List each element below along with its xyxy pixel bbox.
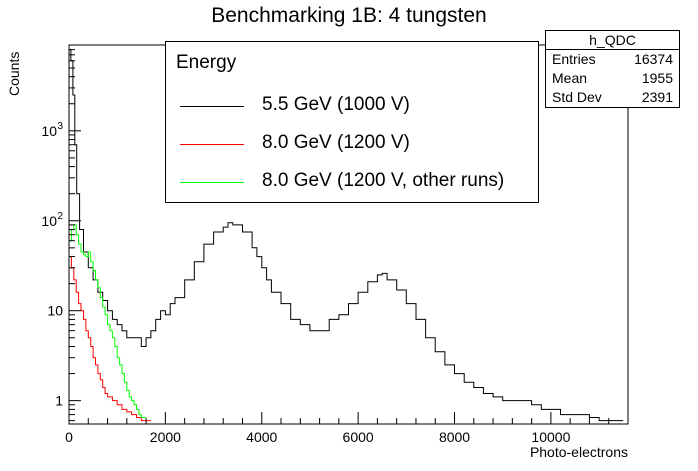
x-tick-label: 8000 (439, 429, 470, 445)
legend-swatch (180, 106, 244, 107)
stats-row: Std Dev 2391 (546, 88, 679, 107)
series-line (69, 256, 151, 422)
stats-label: Entries (552, 51, 596, 67)
legend-label: 8.0 GeV (1200 V, other runs) (262, 170, 505, 191)
stats-name: h_QDC (546, 31, 679, 50)
series-line (69, 224, 147, 418)
legend-header: Energy (176, 52, 237, 73)
series-line (69, 49, 624, 422)
legend-swatch (180, 182, 244, 183)
x-axis-label: Photo-electrons (529, 444, 628, 460)
x-tick-label: 2000 (150, 429, 181, 445)
x-tick-label: 4000 (246, 429, 277, 445)
legend-label: 8.0 GeV (1200 V) (262, 132, 410, 153)
x-tick-label: 6000 (343, 429, 374, 445)
y-tick-label: 1 (55, 393, 63, 409)
legend-swatch (180, 144, 244, 145)
stats-value: 16374 (634, 51, 673, 67)
stats-value: 1955 (641, 70, 673, 86)
stats-label: Mean (552, 70, 588, 86)
x-tick-label: 0 (65, 429, 73, 445)
y-tick-label: 10 (41, 213, 57, 229)
legend-entry: 8.0 GeV (1200 V) (180, 132, 530, 158)
chart-title: Benchmarking 1B: 4 tungsten (211, 4, 487, 27)
legend: Energy 5.5 GeV (1000 V) 8.0 GeV (1200 V)… (165, 41, 539, 203)
stats-value: 2391 (641, 89, 673, 105)
legend-label: 5.5 GeV (1000 V) (262, 94, 410, 115)
stats-row: Mean 1955 (546, 69, 679, 88)
y-tick-label: 10 (47, 303, 63, 319)
legend-entry: 8.0 GeV (1200 V, other runs) (180, 170, 530, 196)
y-tick-label: 10 (41, 123, 57, 139)
x-tick-label: 10000 (531, 429, 570, 445)
legend-entry: 5.5 GeV (1000 V) (180, 94, 530, 120)
stats-box: h_QDC Entries 16374 Mean 1955 Std Dev 23… (545, 30, 680, 108)
y-tick-exponent: 2 (57, 211, 63, 222)
y-axis-label: Counts (6, 51, 22, 96)
y-tick-exponent: 3 (57, 121, 63, 132)
stats-label: Std Dev (552, 89, 602, 105)
stats-row: Entries 16374 (546, 50, 679, 69)
series-layer (69, 49, 624, 422)
